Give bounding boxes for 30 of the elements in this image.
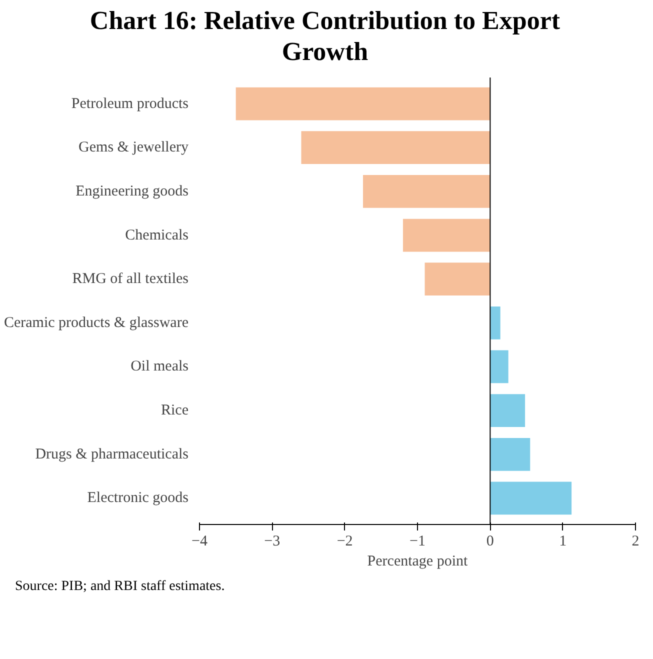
y-tick-label: RMG of all textiles xyxy=(72,271,189,288)
bar xyxy=(490,438,530,472)
x-tick-label: −2 xyxy=(336,534,353,550)
bar xyxy=(301,132,490,164)
x-tick-label: −3 xyxy=(264,534,280,550)
bar xyxy=(424,263,490,296)
y-tick-label: Drugs & pharmaceuticals xyxy=(35,446,189,463)
y-tick-label: Rice xyxy=(161,402,189,419)
chart-title: Chart 16: Relative Contribution to Export Growth xyxy=(88,5,562,68)
x-tick-label: −1 xyxy=(410,534,426,550)
x-tick-label: 0 xyxy=(486,534,494,550)
source-note: Source: PIB; and RBI staff estimates. xyxy=(14,578,225,596)
x-tick-label: 2 xyxy=(632,534,640,550)
y-tick-label: Oil meals xyxy=(130,359,189,376)
bar xyxy=(402,219,490,252)
y-tick-label: Chemicals xyxy=(125,228,189,244)
bar xyxy=(490,306,500,340)
bar xyxy=(236,88,490,121)
y-tick-label: Ceramic products & glassware xyxy=(4,315,189,332)
y-tick-label: Petroleum products xyxy=(71,96,189,112)
bar xyxy=(490,482,572,516)
bar xyxy=(363,175,490,208)
bar xyxy=(490,350,508,384)
y-tick-label: Gems & jewellery xyxy=(78,140,189,156)
x-axis-title: Percentage point xyxy=(367,554,469,570)
y-tick-label: Electronic goods xyxy=(87,490,189,507)
bar xyxy=(490,394,526,428)
y-tick-label: Engineering goods xyxy=(76,184,189,200)
x-tick-label: 1 xyxy=(559,534,567,550)
x-tick-label: −4 xyxy=(192,534,208,550)
